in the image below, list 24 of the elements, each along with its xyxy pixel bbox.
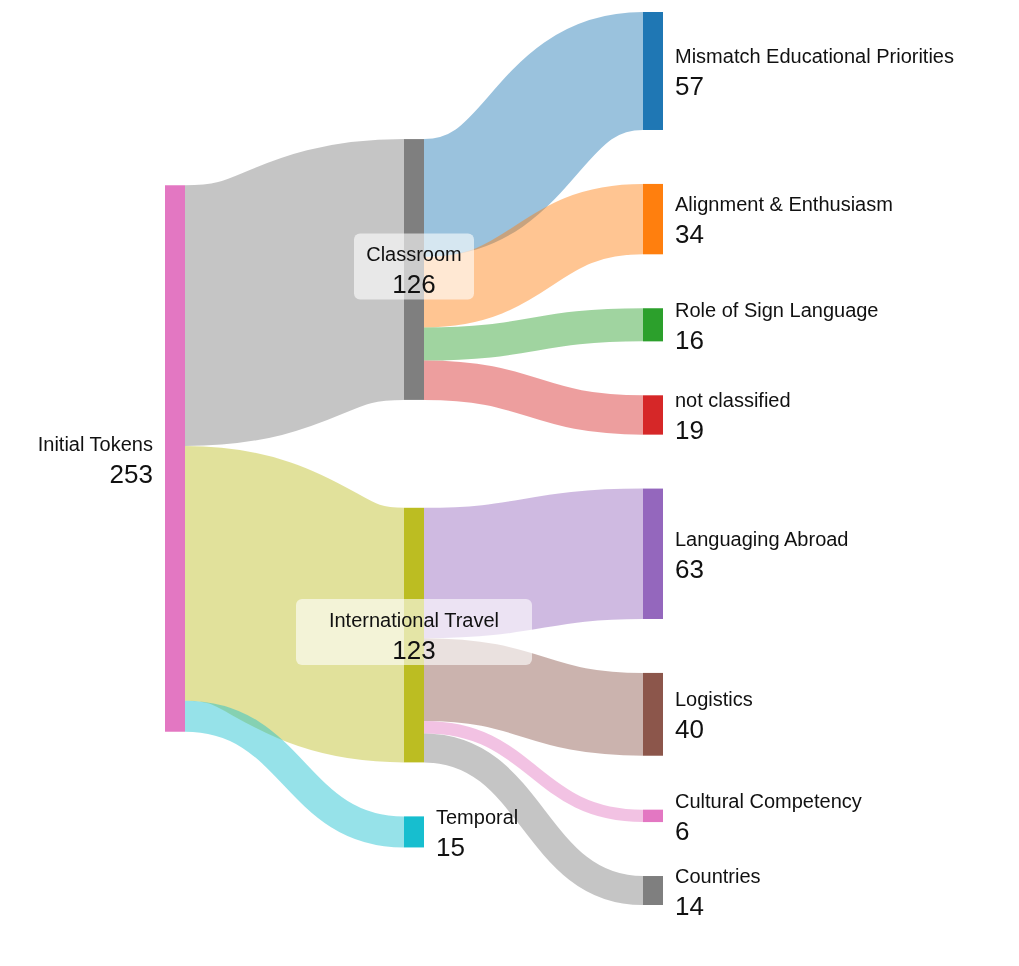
data-label: 40 (675, 714, 704, 745)
category-label: Temporal (436, 805, 519, 828)
category-label: Logistics (675, 688, 753, 711)
data-label: 126 (392, 269, 436, 300)
category-label: Countries (675, 864, 761, 887)
category-label: International Travel (328, 609, 500, 632)
data-label: 57 (675, 71, 704, 101)
data-label: 19 (675, 414, 704, 445)
data-label: 34 (675, 219, 704, 250)
category-label: Alignment & Enthusiasm (675, 193, 893, 216)
category-label: Languaging Abroad (675, 527, 849, 550)
data-label: 123 (392, 635, 436, 666)
data-label: 253 (109, 458, 153, 489)
category-label: Cultural Competency (675, 789, 862, 812)
data-label: 15 (436, 831, 465, 862)
category-label: Role of Sign Language (675, 298, 879, 321)
category-label: Mismatch Educational Priorities (675, 44, 954, 67)
data-label: 63 (675, 553, 704, 584)
category-label: not classified (675, 388, 791, 411)
data-label: 14 (675, 890, 704, 921)
category-label: Classroom (366, 243, 462, 266)
category-label: Initial Tokens (37, 432, 153, 455)
data-label: 6 (675, 815, 690, 846)
data-label: 16 (675, 324, 704, 355)
